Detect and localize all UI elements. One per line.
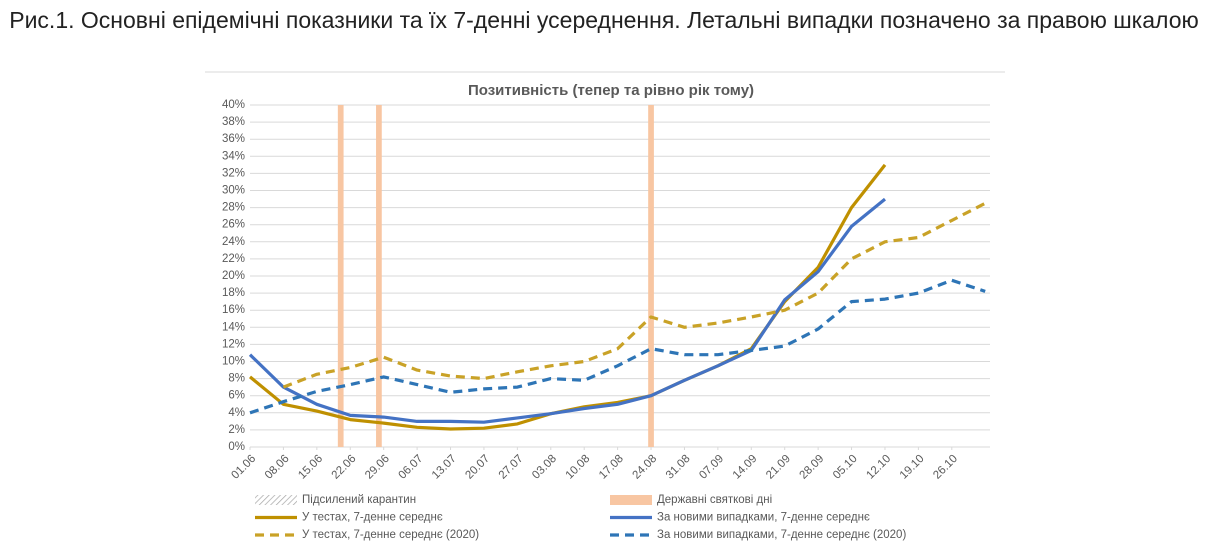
x-tick-label: 24.08	[630, 453, 659, 482]
x-tick-label: 06.07	[397, 453, 426, 482]
y-tick-label: 2%	[228, 424, 245, 436]
legend-label: У тестах, 7-денне середнє	[302, 512, 443, 524]
x-tick-label: 29.06	[363, 453, 392, 482]
y-tick-label: 12%	[222, 338, 245, 350]
series-line	[248, 197, 887, 424]
x-tick-label: 20.07	[463, 453, 492, 482]
x-tick-label: 07.09	[697, 453, 726, 482]
y-tick-label: 26%	[222, 219, 245, 231]
x-tick-label: 10.08	[564, 453, 593, 482]
legend-label: Підсилений карантин	[302, 494, 416, 506]
x-tick-label: 13.07	[430, 453, 459, 482]
x-tick-label: 28.09	[798, 453, 827, 482]
x-tick-label: 26.10	[931, 453, 960, 482]
x-tick-label: 14.09	[731, 453, 760, 482]
y-tick-label: 30%	[222, 185, 245, 197]
y-tick-label: 22%	[222, 253, 245, 265]
y-tick-label: 38%	[222, 116, 245, 128]
legend-swatch	[610, 495, 652, 505]
y-tick-label: 14%	[222, 321, 245, 333]
y-tick-label: 24%	[222, 236, 245, 248]
x-tick-label: 01.06	[229, 453, 258, 482]
legend-label: Державні святкові дні	[657, 494, 772, 506]
y-tick-label: 6%	[228, 390, 245, 402]
x-tick-label: 31.08	[664, 453, 693, 482]
holiday-band	[376, 105, 382, 447]
y-tick-label: 34%	[222, 150, 245, 162]
y-tick-label: 28%	[222, 202, 245, 214]
x-tick-label: 12.10	[864, 453, 893, 482]
y-tick-label: 40%	[222, 99, 245, 111]
y-tick-label: 4%	[228, 407, 245, 419]
series-line	[282, 201, 986, 389]
y-tick-label: 36%	[222, 133, 245, 145]
legend-swatch	[255, 495, 297, 505]
x-tick-label: 05.10	[831, 453, 860, 482]
x-tick-label: 19.10	[898, 453, 927, 482]
y-tick-label: 32%	[222, 167, 245, 179]
series-line	[249, 278, 986, 415]
holiday-band	[648, 105, 654, 447]
x-tick-label: 21.09	[764, 453, 793, 482]
legend-label: За новими випадками, 7-денне середнє (20…	[657, 529, 906, 541]
y-tick-label: 18%	[222, 287, 245, 299]
holiday-band	[337, 105, 344, 447]
y-tick-label: 0%	[228, 441, 245, 453]
x-tick-label: 27.07	[497, 453, 526, 482]
x-tick-label: 03.08	[530, 453, 559, 482]
y-tick-label: 20%	[222, 270, 245, 282]
y-tick-label: 10%	[222, 356, 245, 368]
x-tick-label: 17.08	[597, 453, 626, 482]
y-tick-label: 16%	[222, 304, 245, 316]
caption: Рис.1. Основні епідемічні показники та ї…	[9, 7, 1199, 33]
x-tick-label: 08.06	[263, 453, 292, 482]
chart-title: Позитивність (тепер та рівно рік тому)	[468, 82, 754, 99]
legend-label: За новими випадками, 7-денне середнє	[657, 512, 870, 524]
x-tick-label: 22.06	[330, 453, 359, 482]
x-tick-label: 15.06	[296, 453, 325, 482]
legend-label: У тестах, 7-денне середнє (2020)	[302, 529, 479, 541]
y-tick-label: 8%	[228, 373, 245, 385]
